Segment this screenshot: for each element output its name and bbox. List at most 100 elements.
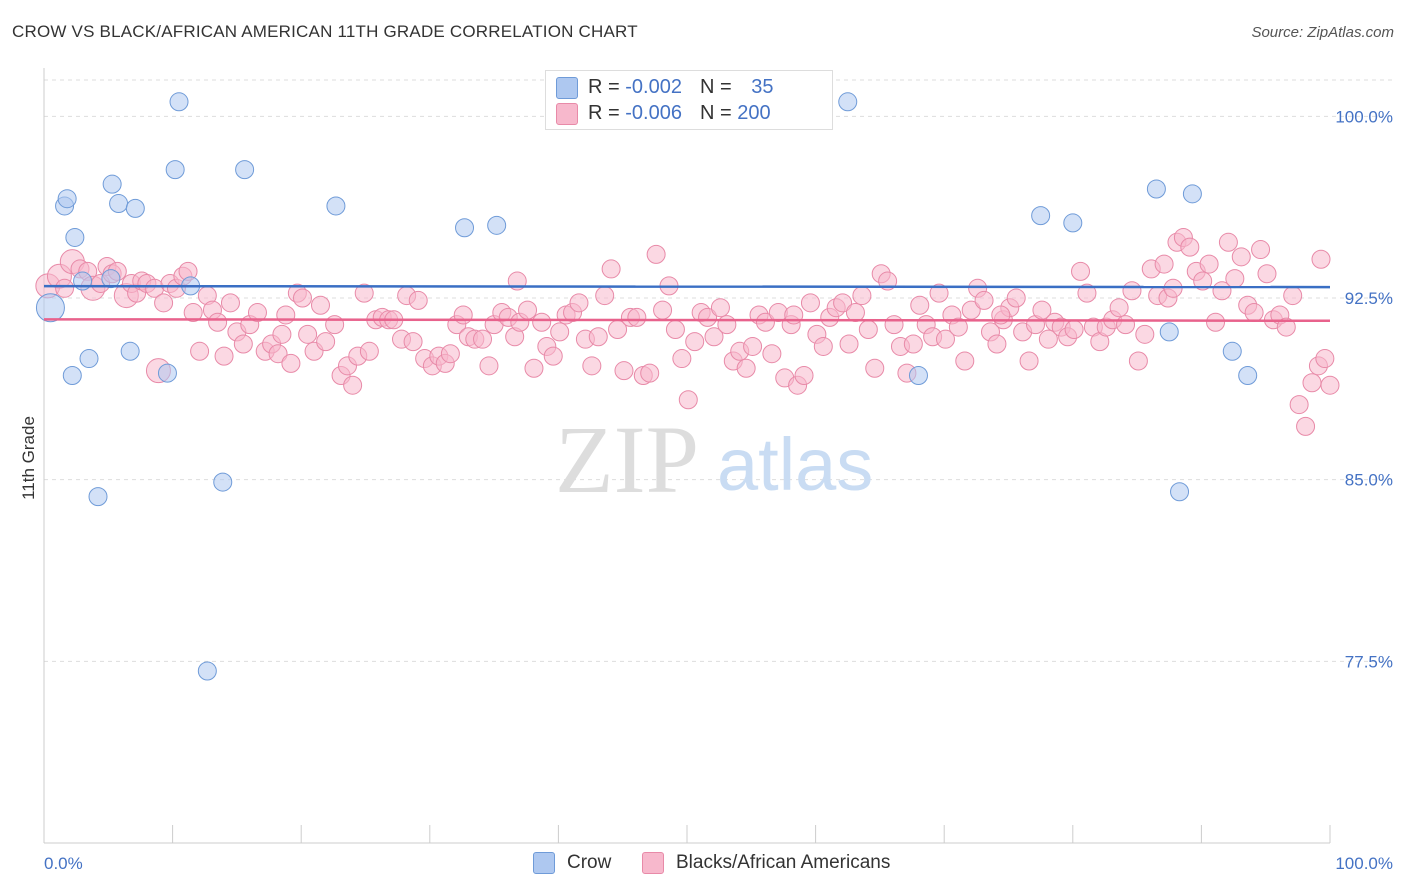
data-point [1257,264,1277,284]
data-point [524,358,544,378]
data-point [455,218,475,238]
data-point [62,366,82,386]
trend-line-crow [43,284,1331,289]
data-point [845,303,865,323]
data-point [865,358,885,378]
legend-row-crow: R = -0.002 N = 35 [556,76,773,100]
data-point [955,351,975,371]
data-point [903,334,923,354]
source-label: Source: ZipAtlas.com [1251,24,1394,41]
data-point [595,286,615,306]
data-point [165,160,185,180]
legend-label-black: Blacks/African Americans [676,852,891,874]
data-point [614,361,634,381]
x-tick-label: 0.0% [44,854,83,873]
trend-lines [43,284,1331,323]
data-point [213,472,233,492]
data-point [1135,324,1155,344]
data-point [183,303,203,323]
data-point [208,312,228,332]
data-point [1311,249,1331,269]
data-point [154,293,174,313]
data-point [214,346,234,366]
axes [43,68,1331,844]
data-point [1019,351,1039,371]
data-point [653,300,673,320]
black-swatch [556,102,578,125]
data-point [1154,254,1174,274]
data-point [57,189,77,209]
data-point [672,349,692,369]
data-point [736,358,756,378]
data-point [550,322,570,342]
legend-n-label: N = [699,102,732,124]
data-point [908,366,928,386]
y-tick-label: 92.5% [1345,289,1393,308]
data-point [1302,373,1322,393]
legend-row-black: R = -0.006 N = 200 [556,102,771,126]
data-point [678,390,698,410]
data-point [1038,329,1058,349]
data-point [1199,254,1219,274]
data-point [157,363,177,383]
data-point [292,288,312,308]
data-point [310,295,330,315]
data-point [518,300,538,320]
data-point [272,324,292,344]
data-point [1193,271,1213,291]
data-point [910,295,930,315]
series-crow [35,92,1258,681]
data-point [1315,349,1335,369]
data-point [800,293,820,313]
data-point [1231,247,1251,267]
data-point [403,332,423,352]
legend-item-crow[interactable]: Crow [533,852,611,874]
data-point [948,317,968,337]
data-point [1122,281,1142,301]
data-point [929,283,949,303]
data-point [640,363,660,383]
data-point [588,327,608,347]
data-point [1128,351,1148,371]
data-point [325,315,345,335]
data-point [1180,237,1200,257]
data-point [1218,232,1238,252]
data-point [1225,269,1245,289]
data-point [1031,206,1051,226]
chart-title: CROW VS BLACK/AFRICAN AMERICAN 11TH GRAD… [12,22,638,41]
data-point [987,334,1007,354]
data-point [1116,315,1136,335]
crow-swatch [533,852,555,874]
legend-r-label: R = [588,102,620,124]
data-point [1244,303,1264,323]
data-point [343,375,363,395]
data-point [1222,341,1242,361]
y-tick-label: 100.0% [1335,107,1393,126]
data-point [247,303,267,323]
data-point [487,215,507,235]
legend-item-black[interactable]: Blacks/African Americans [642,852,890,874]
data-point [1289,395,1309,415]
data-point [935,329,955,349]
data-point [833,293,853,313]
data-point [1296,416,1316,436]
data-point [858,319,878,339]
data-point [1032,300,1052,320]
black-swatch [642,852,664,874]
data-point [65,227,85,247]
data-point [440,344,460,364]
data-point [582,356,602,376]
data-point [755,312,775,332]
data-point [1109,298,1129,318]
data-point [762,344,782,364]
y-tick-label: 85.0% [1345,471,1393,490]
watermark-atlas: atlas [717,423,873,506]
y-axis-title: 11th Grade [19,416,38,500]
data-point [743,336,763,356]
data-point [1170,482,1190,502]
data-point [839,334,859,354]
data-point [665,319,685,339]
data-point [268,344,288,364]
data-point [1320,375,1340,395]
